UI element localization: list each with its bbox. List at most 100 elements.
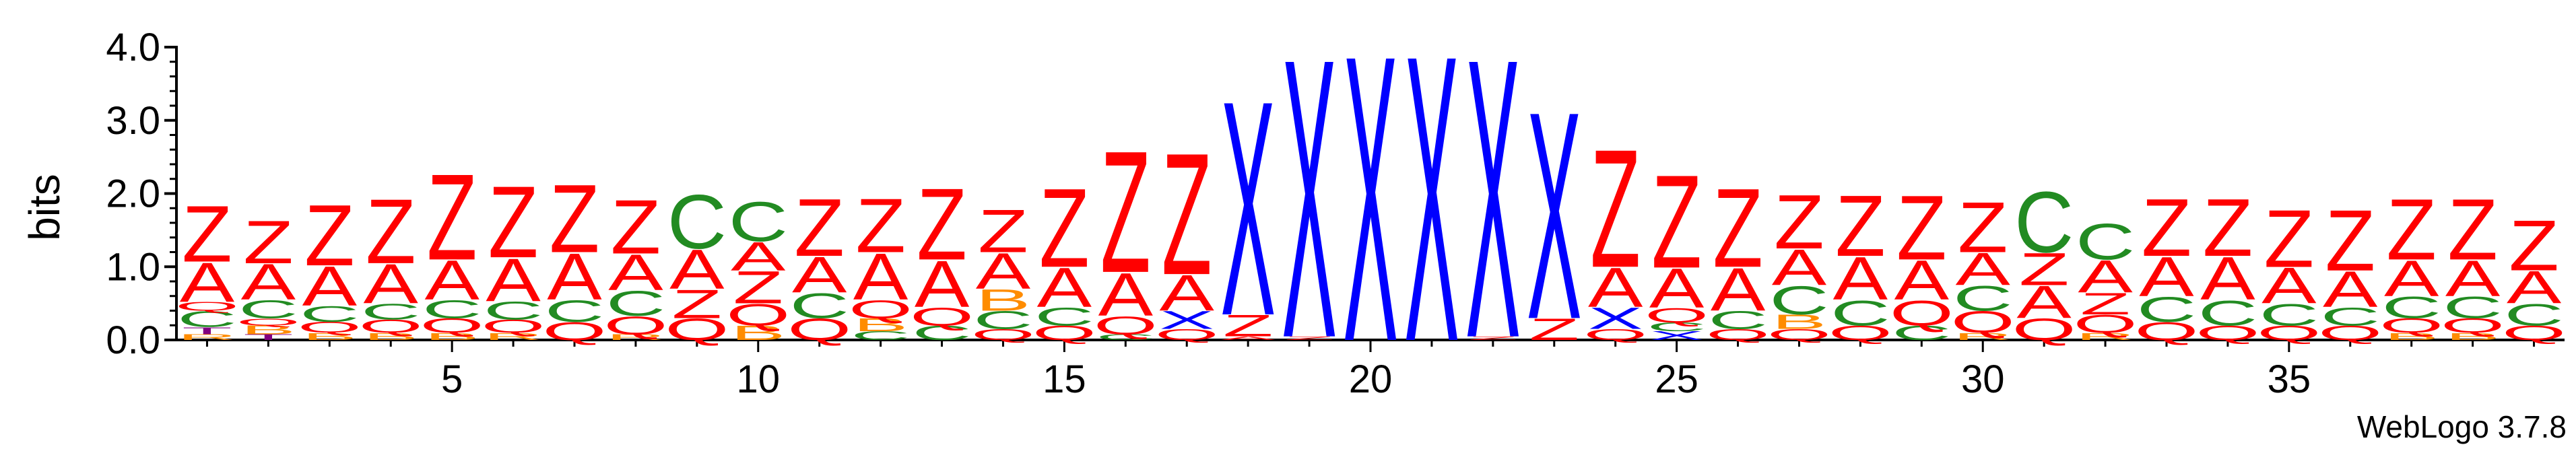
logo-letter-a: A bbox=[2016, 276, 2071, 328]
logo-letter-a: A bbox=[1037, 256, 1092, 319]
logo-letter-c: C bbox=[973, 306, 1032, 335]
y-tick-label: 0.0 bbox=[106, 318, 160, 362]
logo-letter-c: C bbox=[177, 306, 236, 331]
logo-letter-a: A bbox=[853, 239, 908, 314]
logo-letter-z: Z bbox=[794, 182, 845, 273]
logo-letter-q: Q bbox=[298, 318, 362, 336]
logo-letter-x: X bbox=[1160, 306, 1214, 335]
logo-letter-z: Z bbox=[855, 183, 906, 269]
logo-letter-c: C bbox=[361, 299, 420, 324]
logo-letter-q: Q bbox=[2195, 321, 2259, 344]
logo-letter-a: A bbox=[608, 244, 663, 301]
logo-letter-r: R bbox=[606, 333, 665, 342]
logo-letter-b: B bbox=[2445, 331, 2500, 342]
logo-letter-z: Z bbox=[672, 281, 723, 326]
logo-letter-c: C bbox=[667, 180, 727, 265]
logo-letter-b: B bbox=[364, 331, 418, 342]
logo-letter-q: Q bbox=[1767, 326, 1831, 343]
logo-letter-b: B bbox=[241, 323, 296, 337]
logo-letter-x: X bbox=[1220, 36, 1275, 380]
logo-letter-z: Z bbox=[978, 197, 1028, 265]
logo-letter-r: R bbox=[2076, 331, 2135, 342]
logo-letter-c: C bbox=[912, 321, 971, 344]
logo-letter-q: Q bbox=[2502, 321, 2566, 344]
logo-letter-a: A bbox=[1772, 239, 1827, 296]
logo-letter-q: Q bbox=[359, 316, 423, 337]
logo-letter-q: Q bbox=[2318, 321, 2382, 344]
y-tick-label: 1.0 bbox=[106, 245, 160, 289]
x-tick-label: 30 bbox=[1961, 357, 2005, 401]
logo-letter-a: A bbox=[2261, 257, 2317, 314]
logo-letter-a: A bbox=[2507, 261, 2561, 313]
logo-letter-z: Z bbox=[427, 149, 477, 285]
logo-letter-q: Q bbox=[420, 314, 484, 337]
logo-letter-a: A bbox=[241, 253, 296, 310]
logo-letter-a: A bbox=[1711, 255, 1766, 324]
logo-letter-a: A bbox=[669, 238, 725, 301]
logo-letter-q: Q bbox=[910, 302, 974, 331]
logo-letter-a: A bbox=[547, 239, 601, 314]
logo-letter-z: Z bbox=[917, 168, 967, 282]
logo-letter-c: C bbox=[2382, 290, 2441, 324]
logo-letter-q: Q bbox=[1155, 326, 1219, 343]
logo-letter-c: C bbox=[484, 297, 543, 325]
logo-letter-a: A bbox=[2078, 250, 2132, 302]
logo-letter-z: Z bbox=[304, 186, 355, 284]
logo-letter-z: Z bbox=[2447, 180, 2498, 278]
logo-letter-q: Q bbox=[849, 295, 913, 323]
logo-letter-z: Z bbox=[1896, 177, 1947, 279]
logo-letter-c: C bbox=[1647, 320, 1707, 334]
x-tick-label: 35 bbox=[2268, 357, 2311, 401]
logo-letter-x: X bbox=[1282, 0, 1336, 421]
logo-letter-z: Z bbox=[488, 165, 539, 279]
logo-letter-z: Z bbox=[1529, 312, 1579, 347]
logo-letter-c: C bbox=[2443, 290, 2503, 324]
logo-letter-t: T bbox=[243, 333, 294, 342]
logo-letter-z: Z bbox=[2509, 206, 2559, 286]
logo-letter-q: Q bbox=[1890, 293, 1954, 333]
logo-letter-c: C bbox=[1769, 278, 1828, 323]
x-tick-label: 20 bbox=[1349, 357, 1393, 401]
logo-letter-a: A bbox=[1649, 257, 1705, 320]
logo-letter-x: X bbox=[1588, 302, 1643, 336]
logo-letter-c: C bbox=[2259, 298, 2319, 332]
logo-letter-z: Z bbox=[243, 207, 294, 276]
logo-letter-z: Z bbox=[611, 184, 661, 270]
logo-letter-q: Q bbox=[2012, 312, 2076, 347]
logo-letter-a: A bbox=[2445, 250, 2501, 307]
logo-letter-c: C bbox=[729, 191, 788, 253]
logo-letter-b: B bbox=[302, 331, 357, 342]
logo-letter-b: B bbox=[853, 314, 908, 335]
logo-letter-z: Z bbox=[1284, 335, 1335, 341]
logo-letter-a: A bbox=[792, 246, 847, 304]
logo-letter-q: Q bbox=[603, 311, 667, 339]
logo-letter-z: Z bbox=[1590, 114, 1641, 303]
logo-letter-q: Q bbox=[1706, 326, 1770, 343]
logo-letter-z: Z bbox=[1162, 116, 1212, 311]
logo-letter-a: A bbox=[915, 246, 969, 321]
logo-letter-q: Q bbox=[665, 312, 729, 347]
logo-letter-z: Z bbox=[366, 180, 416, 283]
y-tick-label: 2.0 bbox=[106, 172, 160, 216]
logo-letter-a: A bbox=[1220, 335, 1276, 341]
logo-letter-c: C bbox=[238, 295, 298, 323]
logo-letter-a: A bbox=[302, 255, 358, 318]
logo-letter-a: A bbox=[180, 251, 235, 314]
y-tick-label: 3.0 bbox=[106, 99, 160, 143]
logo-letter-t: T bbox=[182, 325, 232, 337]
logo-letter-q: Q bbox=[2074, 310, 2138, 338]
logo-letter-z: Z bbox=[2264, 193, 2315, 285]
logo-letter-c: C bbox=[851, 329, 911, 343]
logo-letter-x: X bbox=[1465, 0, 1520, 421]
x-tick-label: 5 bbox=[441, 357, 463, 401]
logo-letter-a: A bbox=[2384, 250, 2439, 307]
logo-letter-q: Q bbox=[2135, 317, 2199, 345]
logo-letter-a: A bbox=[1833, 244, 1888, 312]
logo-letter-b: B bbox=[976, 283, 1030, 317]
logo-letter-q: Q bbox=[1032, 321, 1096, 344]
logo-letter-z: Z bbox=[1039, 166, 1090, 291]
logo-letter-q: Q bbox=[787, 312, 851, 347]
logo-letter-z: Z bbox=[1958, 188, 2008, 268]
logo-letter-q: Q bbox=[1645, 304, 1709, 326]
